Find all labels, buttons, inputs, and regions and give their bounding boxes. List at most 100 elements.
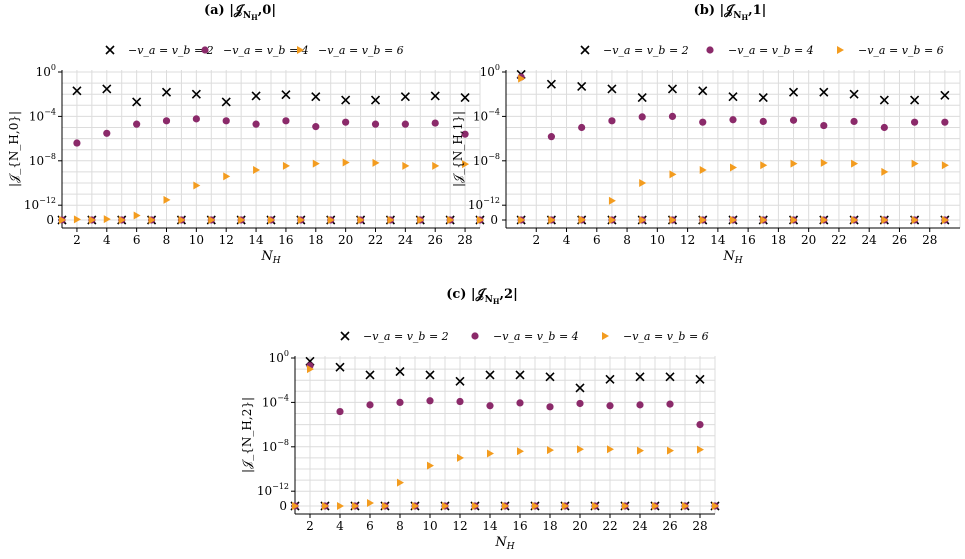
data-point	[592, 502, 599, 510]
data-point	[607, 84, 617, 94]
y-tick-exp: −4	[277, 393, 289, 402]
x-axis-label-sub: H	[506, 542, 515, 552]
panel-title-main: (a) |𝒥	[204, 3, 246, 18]
y-tick-exp: −12	[39, 196, 56, 205]
x-tick-label: 26	[428, 233, 443, 247]
data-point	[820, 216, 828, 224]
data-point	[457, 453, 464, 462]
data-point	[365, 370, 375, 380]
data-point	[545, 372, 555, 382]
x-axis-label-main: N	[260, 249, 273, 264]
data-point	[485, 370, 495, 380]
data-point	[515, 370, 525, 380]
y-axis-label: |𝒥_{N_H,0}|	[7, 111, 21, 187]
data-point	[238, 216, 246, 224]
data-point	[191, 89, 201, 99]
y-tick-exp: −8	[277, 438, 289, 447]
legend-marker	[706, 46, 714, 54]
data-point	[578, 216, 586, 224]
data-point	[252, 120, 260, 128]
panel-title-sub: N	[485, 295, 493, 305]
data-point	[192, 115, 200, 123]
data-point	[352, 502, 359, 510]
data-point	[132, 97, 142, 107]
data-point	[698, 86, 708, 96]
data-point	[880, 123, 888, 132]
x-axis-label: NH	[260, 249, 280, 266]
data-point	[472, 502, 479, 510]
data-point	[178, 216, 186, 224]
data-point	[606, 402, 614, 410]
data-point	[460, 92, 470, 103]
data-point	[322, 502, 329, 510]
panel-title-subsub: H	[251, 13, 258, 22]
data-point	[223, 172, 231, 181]
y-tick-label-zero: 0	[279, 499, 287, 513]
legend-label: −v_a = v_b = 4	[223, 44, 309, 57]
legend-label: −v_a = v_b = 4	[728, 44, 814, 57]
x-tick-label: 6	[366, 519, 374, 533]
data-point	[487, 449, 494, 458]
x-tick-label: 28	[692, 519, 707, 533]
data-point	[790, 216, 798, 224]
data-point	[577, 445, 584, 454]
data-point	[148, 216, 156, 224]
data-point	[517, 447, 524, 456]
data-point	[789, 116, 798, 124]
data-point	[342, 158, 350, 167]
legend-marker	[105, 45, 115, 55]
data-point	[103, 215, 111, 224]
panel-title-subsub: H	[741, 13, 748, 22]
data-point	[281, 90, 291, 100]
data-point	[608, 196, 616, 205]
data-point	[548, 216, 556, 224]
x-tick-label: 6	[593, 233, 601, 247]
data-point	[576, 399, 584, 408]
x-tick-label: 8	[396, 519, 404, 533]
panel-title: (a) |𝒥NH,0|	[204, 3, 276, 22]
data-point	[395, 366, 405, 377]
data-point	[371, 120, 380, 128]
panel-title: (c) |𝒥NH,2|	[446, 287, 518, 306]
data-point	[372, 158, 380, 167]
data-point	[73, 139, 81, 147]
data-point	[327, 216, 335, 224]
y-tick-exp: 0	[495, 63, 500, 72]
x-tick-label: 14	[248, 233, 264, 247]
data-point	[940, 90, 950, 100]
data-point	[268, 216, 275, 224]
panel-title-tail: ,1|	[748, 3, 766, 18]
data-point	[577, 81, 587, 92]
data-point	[455, 376, 465, 386]
data-point	[103, 129, 111, 137]
data-point	[622, 502, 629, 510]
data-point	[546, 403, 554, 411]
data-point	[366, 401, 374, 409]
x-tick-label: 28	[922, 233, 937, 247]
x-tick-label: 24	[862, 233, 878, 247]
x-tick-label: 2	[532, 233, 540, 247]
x-tick-label: 10	[422, 519, 437, 533]
data-point	[222, 117, 230, 125]
data-point	[307, 365, 314, 374]
data-point	[161, 87, 172, 97]
data-point	[370, 95, 381, 105]
y-tick-label: 10−12	[257, 482, 289, 498]
x-tick-label: 12	[680, 233, 695, 247]
y-tick-base: 10	[468, 198, 483, 212]
data-point	[608, 216, 616, 224]
data-point	[699, 165, 707, 174]
data-point	[426, 397, 434, 405]
data-point	[639, 179, 647, 187]
data-point	[208, 216, 216, 224]
data-point	[335, 362, 345, 372]
y-tick-label: 100	[480, 63, 500, 79]
data-point	[635, 372, 645, 382]
panel-title-main: (c) |𝒥	[446, 287, 487, 302]
data-point	[575, 383, 585, 393]
data-point	[941, 161, 949, 170]
data-point	[341, 95, 351, 105]
data-point	[442, 502, 449, 510]
y-tick-base: 10	[36, 65, 51, 79]
x-tick-label: 2	[306, 519, 314, 533]
